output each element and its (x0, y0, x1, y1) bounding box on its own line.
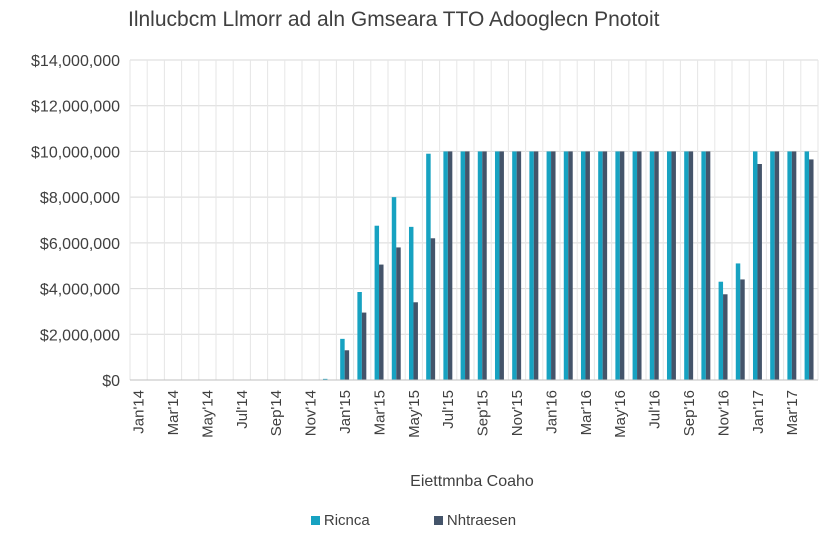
y-tick-labels: $0 $2,000,000 $4,000,000 $6,000,000 $8,000,0… (31, 53, 120, 390)
bar-series-2 (791, 151, 797, 380)
bar-series-2 (499, 151, 504, 380)
bar-series-2 (671, 151, 676, 380)
bar-series-2 (413, 302, 418, 380)
bar-series-2 (688, 151, 694, 380)
bar-series-1 (477, 151, 483, 380)
y-tick-label: $8,000,000 (40, 190, 120, 207)
bar-series-1 (580, 151, 586, 380)
bar-series-1 (701, 151, 706, 380)
bar-series-2 (482, 151, 487, 380)
bar-series-2 (344, 350, 350, 380)
chart-title: Ilnlucbcm Llmorr ad aln Gmseara TTO Adoo… (128, 8, 660, 31)
bar-series-1 (718, 281, 724, 380)
bar-series-2 (396, 247, 401, 380)
x-tick-label: Mar'16 (578, 390, 595, 435)
x-tick-label: Mar'15 (371, 390, 388, 435)
legend-label-series-1: Ricnca (323, 512, 370, 529)
x-tick-label: May'15 (406, 390, 423, 438)
bar-series-1 (391, 197, 397, 380)
bar-series-2 (654, 151, 659, 380)
legend-swatch-series-1 (310, 516, 320, 525)
legend-item-series-2: Nhtraesen (433, 512, 517, 529)
bar-series-2 (568, 151, 573, 380)
bar-series-1 (649, 151, 655, 380)
x-tick-label: May'14 (199, 390, 216, 438)
bar-series-1 (546, 151, 552, 380)
bar-series-1 (666, 151, 672, 380)
y-tick-label: $2,000,000 (40, 327, 120, 344)
bar-series-2 (740, 279, 745, 380)
bar-series-1 (684, 151, 689, 380)
y-tick-label: $0 (102, 373, 120, 390)
x-tick-label: Sep'14 (268, 390, 285, 436)
bar-series-2 (723, 294, 728, 380)
bars (322, 151, 814, 380)
y-tick-label: $14,000,000 (31, 53, 120, 70)
bar-series-2 (774, 151, 780, 380)
y-tick-label: $10,000,000 (31, 144, 120, 161)
bar-series-1 (632, 151, 638, 380)
bar-series-1 (322, 378, 328, 380)
x-tick-label: Jul'16 (647, 390, 664, 429)
bar-series-1 (340, 338, 345, 380)
x-tick-label: Jul'14 (234, 390, 251, 429)
bar-series-1 (529, 151, 534, 380)
bar-series-1 (460, 151, 466, 380)
bar-series-2 (361, 312, 367, 380)
bar-series-2 (465, 151, 470, 380)
bar-series-1 (770, 151, 775, 380)
bar-series-1 (443, 151, 448, 380)
legend: Ricnca Nhtraesen (0, 512, 827, 529)
bar-series-2 (705, 151, 711, 380)
bar-series-1 (752, 151, 758, 380)
bar-series-2 (619, 151, 625, 380)
x-tick-label: Nov'15 (509, 390, 526, 436)
x-tick-label: Nov'14 (303, 390, 320, 436)
bar-series-2 (602, 151, 608, 380)
bar-series-1 (408, 226, 414, 380)
bar-series-2 (757, 164, 762, 380)
bar-series-2 (379, 264, 384, 380)
legend-label-series-2: Nhtraesen (446, 512, 517, 529)
bar-series-2 (637, 151, 642, 380)
bar-series-1 (512, 151, 517, 380)
bar-series-1 (615, 151, 620, 380)
bar-series-2 (809, 159, 814, 380)
bar-series-2 (533, 151, 539, 380)
legend-swatch-series-2 (433, 516, 443, 525)
bar-series-2 (551, 151, 556, 380)
bar-series-1 (735, 263, 741, 380)
y-tick-label: $6,000,000 (40, 236, 120, 253)
x-tick-label: Sep'15 (475, 390, 492, 436)
x-tick-label: Jan'14 (131, 390, 148, 434)
y-tick-label: $4,000,000 (40, 282, 120, 299)
legend-item-series-1: Ricnca (310, 512, 370, 529)
x-tick-label: Mar'14 (165, 390, 182, 435)
x-axis-title: Eiettmnba Coaho (410, 473, 534, 490)
x-tick-label: Jan'17 (750, 390, 767, 434)
x-tick-label: May'16 (612, 390, 629, 438)
bar-series-1 (426, 153, 431, 380)
x-tick-label: Nov'16 (715, 390, 732, 436)
x-tick-label: Jan'15 (337, 390, 354, 434)
bar-series-2 (430, 238, 436, 380)
x-tick-label: Jan'16 (543, 390, 560, 434)
bar-series-1 (787, 151, 792, 380)
x-tick-labels: Jan'14 Mar'14 May'14 Jul'14 Sep'14 Nov'14 Jan'… (131, 390, 802, 438)
bar-series-2 (516, 151, 522, 380)
gridlines (129, 59, 819, 381)
bar-series-1 (804, 151, 810, 380)
x-tick-label: Sep'16 (681, 390, 698, 436)
y-tick-label: $12,000,000 (31, 99, 120, 116)
bar-series-1 (563, 151, 569, 380)
bar-series-1 (357, 292, 362, 380)
bar-series-2 (585, 151, 590, 380)
bar-series-2 (447, 151, 453, 380)
bar-series-1 (598, 151, 603, 380)
bar-series-1 (494, 151, 500, 380)
x-tick-label: Mar'17 (784, 390, 801, 435)
x-tick-label: Jul'15 (440, 390, 457, 429)
bar-series-1 (374, 225, 380, 380)
